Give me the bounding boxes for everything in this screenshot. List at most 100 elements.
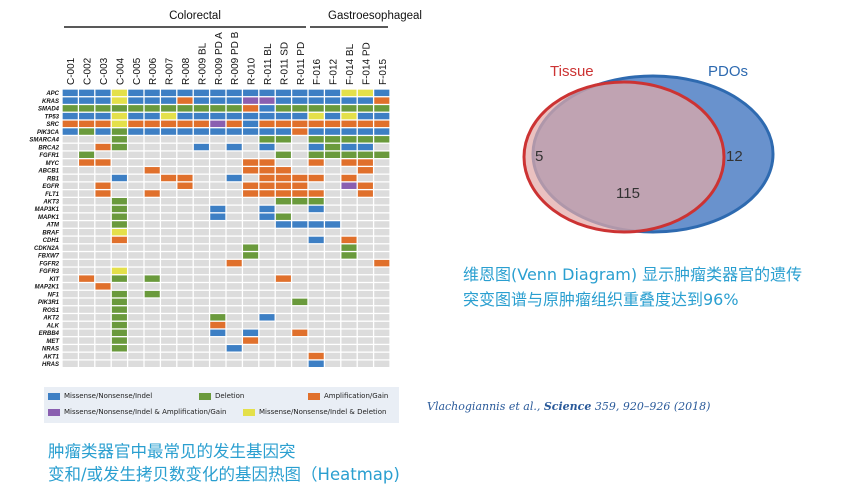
cell-src-f-012 [325,120,341,128]
cell-alk-r-009-bl [193,321,209,329]
cell-pik3ca-r-008 [177,128,193,135]
cell-cdkn2a-r-011-sd [275,244,291,251]
cell-egfr-r-010 [243,182,259,189]
cell-alk-r-007 [161,321,177,329]
cell-brca2-f-012 [325,143,341,151]
cell-akt2-f-015 [374,314,390,321]
cell-brca2-r-011-sd [275,143,291,151]
cell-flt1-r-010 [243,190,259,197]
cell-pik3r1-c-001 [62,298,78,306]
cell-map3k1-r-010 [243,205,259,213]
cell-tp53-r-009-pd-a [210,112,226,120]
cell-myc-r-011-bl [259,159,275,166]
cell-egfr-f-012 [325,182,341,189]
cell-akt1-r-008 [177,352,193,360]
cell-fgfr2-r-007 [161,259,177,267]
heatmap-caption-line-2: 变和/或发生拷贝数变化的基因热图（Heatmap) [48,465,400,484]
cell-ros1-f-014-pd [357,306,373,313]
cell-atm-r-010 [243,221,259,228]
cell-rb1-r-010 [243,174,259,182]
legend-swatch-missense-amplification [48,409,60,416]
cell-akt1-c-004 [111,352,127,360]
cell-fgfr3-c-003 [95,267,111,275]
cell-erbb4-r-009-pd-b [226,329,242,337]
cell-kit-c-004 [111,275,127,282]
cell-kras-r-008 [177,97,193,104]
cell-fbxw7-r-010 [243,252,259,259]
cell-brca2-c-004 [111,143,127,151]
cell-ros1-c-002 [79,306,95,313]
cell-smad4-r-011-pd [292,105,308,112]
cell-src-r-011-sd [275,120,291,128]
cell-akt2-r-007 [161,314,177,321]
cell-abcb1-c-002 [79,167,95,174]
cell-nf1-c-003 [95,290,111,298]
cell-fgfr2-r-011-bl [259,259,275,267]
cell-kras-r-009-pd-b [226,97,242,104]
cell-egfr-f-014-pd [357,182,373,189]
cell-src-r-009-bl [193,120,209,128]
cell-kit-r-011-bl [259,275,275,282]
cell-mapk1-f-014-pd [357,213,373,220]
cell-akt3-c-004 [111,198,127,205]
cell-alk-c-003 [95,321,111,329]
cell-nras-r-007 [161,345,177,352]
cell-brca2-c-005 [128,143,144,151]
cell-akt2-r-011-bl [259,314,275,321]
cell-akt3-r-006 [144,198,160,205]
cell-ros1-f-014-bl [341,306,357,313]
cell-pik3r1-r-009-bl [193,298,209,306]
cell-map3k1-r-009-pd-a [210,205,226,213]
cell-mapk1-c-003 [95,213,111,220]
row-label-atm: ATM [45,223,60,229]
cell-egfr-f-014-bl [341,182,357,189]
cell-akt1-r-010 [243,352,259,360]
cell-fgfr1-c-001 [62,151,78,159]
cell-abcb1-f-014-bl [341,167,357,174]
cell-hras-c-002 [79,360,95,367]
cell-map2k1-c-001 [62,283,78,290]
cell-fbxw7-f-012 [325,252,341,259]
cell-pik3r1-r-011-bl [259,298,275,306]
cell-kit-r-011-sd [275,275,291,282]
cell-akt3-f-015 [374,198,390,205]
column-label-f-016: F-016 [312,58,323,85]
cell-myc-r-007 [161,159,177,166]
cell-kit-c-005 [128,275,144,282]
column-label-r-009-bl: R-009 BL [197,42,208,85]
cell-pik3ca-f-015 [374,128,390,135]
cell-map2k1-f-014-pd [357,283,373,290]
cell-apc-r-009-bl [193,89,209,97]
cell-fgfr1-f-014-pd [357,151,373,159]
cell-cdkn2a-f-015 [374,244,390,251]
row-label-src: SRC [46,122,59,128]
cell-fbxw7-r-011-sd [275,252,291,259]
cell-map2k1-r-011-pd [292,283,308,290]
cell-tp53-c-004 [111,112,127,120]
cell-cdkn2a-c-001 [62,244,78,251]
cell-akt2-r-011-pd [292,314,308,321]
cell-map3k1-f-016 [308,205,324,213]
cell-fgfr2-f-012 [325,259,341,267]
cell-mapk1-r-010 [243,213,259,220]
cell-kras-r-009-bl [193,97,209,104]
cell-apc-f-012 [325,89,341,97]
cell-akt2-c-001 [62,314,78,321]
cell-akt1-f-014-pd [357,352,373,360]
cell-rb1-r-007 [161,174,177,182]
cell-kit-r-009-bl [193,275,209,282]
cell-ros1-f-015 [374,306,390,313]
cell-hras-f-014-bl [341,360,357,367]
cell-flt1-r-011-bl [259,190,275,197]
cell-hras-r-007 [161,360,177,367]
cell-braf-r-008 [177,228,193,236]
cell-fbxw7-c-001 [62,252,78,259]
cell-smad4-c-005 [128,105,144,112]
cell-kit-c-002 [79,275,95,282]
cell-nf1-f-014-pd [357,290,373,298]
cell-akt3-c-005 [128,198,144,205]
row-label-nras: NRAS [42,347,59,353]
cell-src-f-015 [374,120,390,128]
cell-nf1-c-002 [79,290,95,298]
cell-kras-f-014-pd [357,97,373,104]
